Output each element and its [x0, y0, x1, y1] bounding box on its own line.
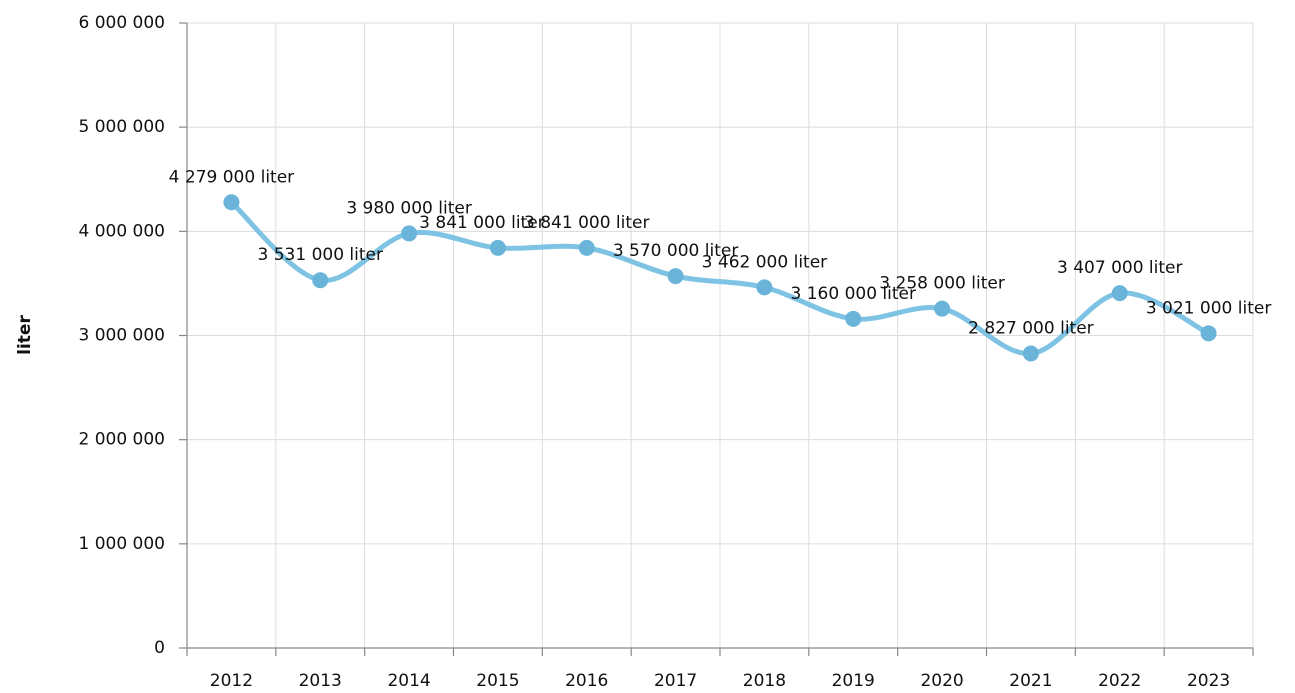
point [401, 225, 418, 242]
point [312, 272, 329, 289]
y-tick-label: 1 000 000 [78, 534, 165, 554]
data-label: 3 258 000 liter [879, 274, 1004, 294]
data-label: 4 279 000 liter [169, 167, 294, 187]
data-label: 3 462 000 liter [702, 252, 827, 272]
x-tick-label: 2017 [654, 671, 697, 691]
point [223, 194, 240, 211]
y-tick-label: 2 000 000 [78, 430, 165, 450]
y-tick-label: 3 000 000 [78, 326, 165, 346]
x-tick-label: 2016 [565, 671, 608, 691]
point [934, 300, 951, 317]
point [1022, 345, 1039, 362]
point [578, 239, 595, 256]
point [845, 310, 862, 327]
y-tick-label: 6 000 000 [78, 13, 165, 33]
x-tick-label: 2018 [743, 671, 786, 691]
data-label: 3 531 000 liter [258, 245, 383, 265]
point [667, 268, 684, 285]
x-tick-label: 2022 [1098, 671, 1141, 691]
x-tick-label: 2023 [1187, 671, 1230, 691]
point [1111, 285, 1128, 302]
data-label: 3 160 000 liter [791, 284, 916, 304]
data-label: 3 841 000 liter [524, 213, 649, 233]
x-tick-label: 2014 [387, 671, 430, 691]
y-tick-label: 5 000 000 [78, 117, 165, 137]
data-label: 3 841 000 liter [419, 213, 544, 233]
data-label: 3 570 000 liter [613, 241, 738, 261]
point [489, 239, 506, 256]
x-tick-label: 2021 [1009, 671, 1052, 691]
x-tick-label: 2019 [832, 671, 875, 691]
x-tick-label: 2012 [210, 671, 253, 691]
y-tick-label: 0 [154, 638, 165, 658]
data-label: 3 980 000 liter [346, 198, 471, 218]
data-label: 3 407 000 liter [1057, 258, 1182, 278]
y-tick-label: 4 000 000 [78, 221, 165, 241]
data-label: 3 021 000 liter [1146, 298, 1271, 318]
x-tick-label: 2013 [299, 671, 342, 691]
point [1200, 325, 1217, 342]
point [756, 279, 773, 296]
y-axis-title: liter [15, 315, 35, 355]
x-tick-label: 2015 [476, 671, 519, 691]
data-label: 2 827 000 liter [968, 319, 1093, 339]
x-tick-label: 2020 [920, 671, 963, 691]
line [228, 199, 1212, 357]
